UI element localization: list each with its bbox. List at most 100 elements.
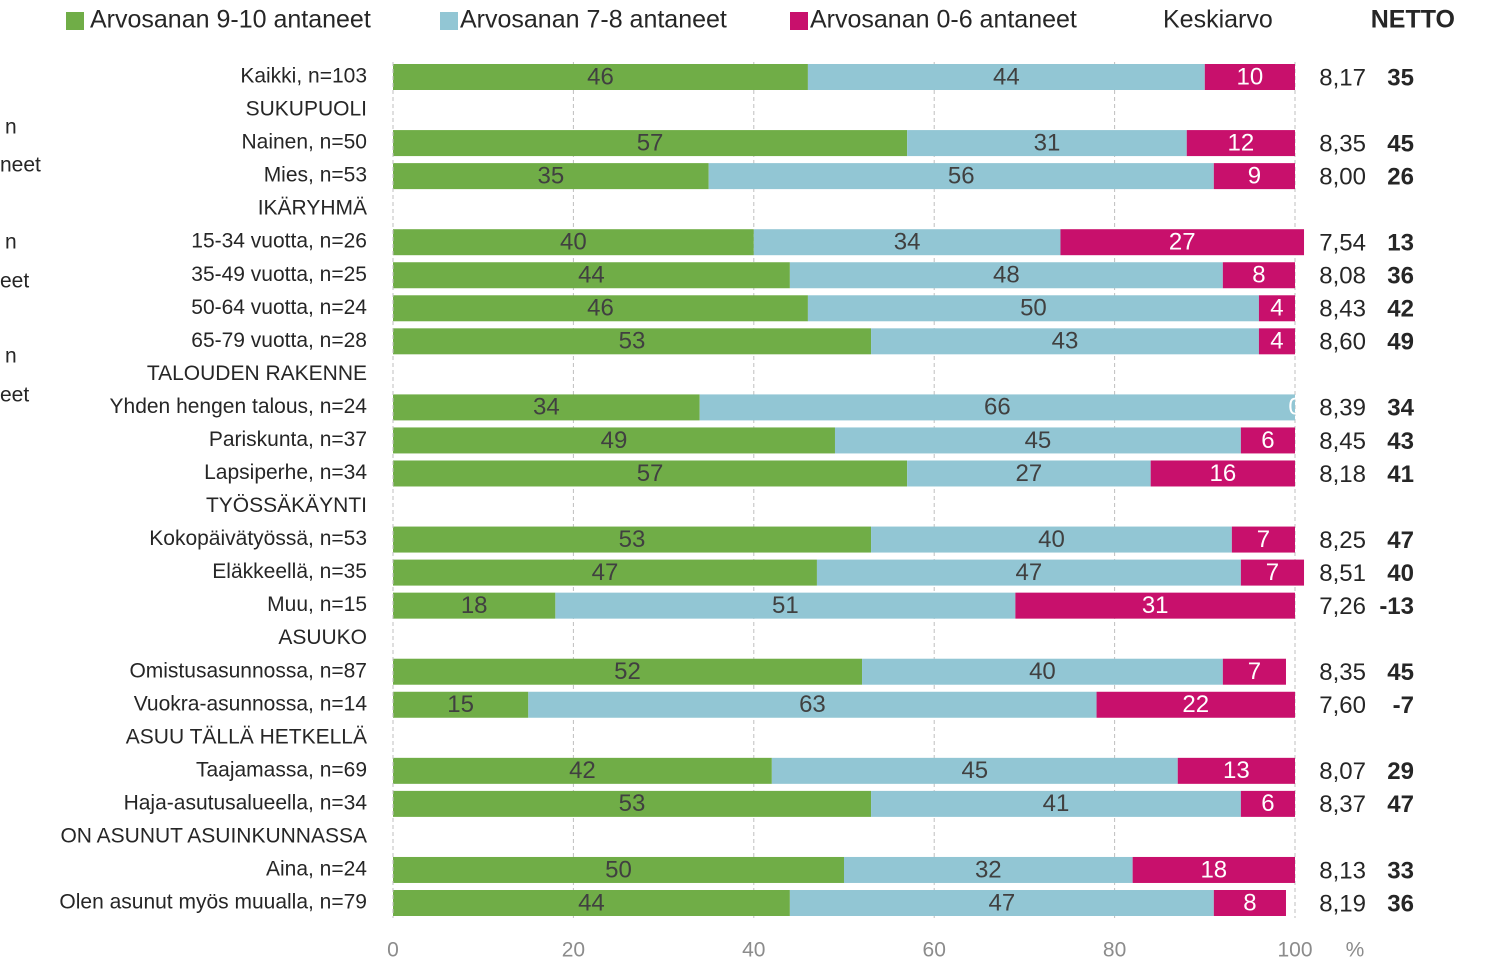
netto-label: 43 (1387, 428, 1414, 455)
data-label: 57 (637, 129, 664, 156)
keskiarvo-label: 8,18 (1319, 461, 1366, 488)
bar-segment (1132, 856, 1295, 883)
bar-segment (393, 328, 872, 355)
bar-segment (907, 130, 1187, 157)
bar-segment (1060, 229, 1305, 256)
data-label: 41 (1043, 790, 1070, 817)
x-tick-label: 100 (1277, 939, 1312, 962)
bar-segment (816, 559, 1241, 586)
data-label: 12 (1228, 129, 1255, 156)
y-tick-label: Yhden hengen talous, n=24 (110, 395, 368, 418)
keskiarvo-label: 8,17 (1319, 64, 1366, 91)
netto-label: -13 (1379, 593, 1414, 620)
data-label: 31 (1034, 129, 1061, 156)
data-label: 34 (533, 394, 560, 421)
data-label: 9 (1248, 162, 1261, 189)
y-tick-label: ASUU TÄLLÄ HETKELLÄ (126, 725, 367, 748)
y-tick-label: 15-34 vuotta, n=26 (191, 230, 367, 253)
data-label: 35 (537, 162, 564, 189)
bar-segment (871, 526, 1232, 553)
y-tick-label: IKÄRYHMÄ (258, 197, 367, 220)
netto-label: 29 (1387, 758, 1414, 785)
data-label: 16 (1209, 460, 1236, 487)
legend-swatch (790, 12, 808, 30)
bar-segment (393, 691, 529, 718)
bar-segment (1204, 64, 1295, 90)
keskiarvo-label: 8,37 (1319, 791, 1366, 818)
data-label: 56 (948, 162, 975, 189)
y-tick-label: Muu, n=15 (267, 593, 367, 616)
y-tick-label: Nainen, n=50 (241, 131, 367, 154)
bar-segment (393, 295, 808, 322)
data-label: 43 (1052, 328, 1079, 355)
y-tick-label: SUKUPUOLI (246, 98, 367, 121)
data-label: 47 (592, 559, 619, 586)
bar-segment (393, 790, 872, 817)
data-label: 45 (1025, 427, 1052, 454)
y-tick-label: ASUUKO (278, 626, 367, 649)
y-tick-label: Aina, n=24 (266, 858, 367, 881)
keskiarvo-label: 8,07 (1319, 758, 1366, 785)
bar-segment (393, 229, 754, 256)
bar-segment (708, 163, 1214, 190)
data-label: 44 (993, 63, 1020, 90)
data-label: 8 (1252, 262, 1265, 289)
bar-segment (393, 856, 844, 883)
data-label: 45 (961, 757, 988, 784)
data-label: 40 (1029, 658, 1056, 685)
bar-segment (807, 64, 1205, 90)
data-label: 31 (1142, 592, 1169, 619)
bar-segment (393, 890, 790, 916)
bar-segment (393, 460, 908, 487)
y-tick-label: 35-49 vuotta, n=25 (191, 263, 367, 286)
legend-swatch (66, 12, 84, 30)
bar-segment (393, 427, 835, 454)
data-label: 4 (1270, 328, 1283, 355)
y-tick-label: TYÖSSÄKÄYNTI (206, 494, 367, 517)
bar-segment (555, 592, 1016, 619)
data-label: 32 (975, 856, 1002, 883)
data-label: 47 (1016, 559, 1043, 586)
keskiarvo-label: 8,60 (1319, 329, 1366, 356)
netto-label: 47 (1387, 527, 1414, 554)
y-tick-label: Kokopäivätyössä, n=53 (149, 527, 367, 550)
clipped-text: n (5, 116, 17, 139)
bar-segment (1222, 262, 1295, 289)
legend-swatch (440, 12, 458, 30)
netto-label: 35 (1387, 64, 1414, 91)
legend-label: Arvosanan 7-8 antaneet (460, 6, 727, 34)
bar-segment (1240, 427, 1295, 454)
data-label: 27 (1169, 229, 1196, 256)
keskiarvo-label: 8,45 (1319, 428, 1366, 455)
data-label: 7 (1266, 559, 1279, 586)
data-label: 22 (1182, 691, 1209, 718)
bar-segment (1213, 163, 1295, 190)
keskiarvo-label: 8,19 (1319, 890, 1366, 917)
clipped-text: neet (0, 154, 41, 177)
y-tick-label: Olen asunut myös muualla, n=79 (59, 891, 367, 914)
data-label: 40 (1038, 526, 1065, 553)
bar-segment (1240, 790, 1295, 817)
bar-segment (1186, 130, 1295, 157)
bar-segment (393, 658, 863, 685)
netto-label: 47 (1387, 791, 1414, 818)
bar-segment (789, 262, 1223, 289)
bar-segment (393, 163, 709, 190)
data-label: 57 (637, 460, 664, 487)
data-label: 10 (1237, 63, 1264, 90)
legend-label: NETTO (1371, 6, 1455, 34)
data-label: 63 (799, 691, 826, 718)
data-label: 6 (1261, 427, 1274, 454)
bar-segment (393, 130, 908, 157)
keskiarvo-label: 8,35 (1319, 659, 1366, 686)
bar-segment (844, 856, 1133, 883)
data-label: 18 (461, 592, 488, 619)
data-label: 42 (569, 757, 596, 784)
data-label: 13 (1223, 757, 1250, 784)
y-tick-label: Mies, n=53 (264, 164, 367, 187)
bar-segment (1096, 691, 1295, 718)
bar-segment (771, 757, 1178, 784)
data-label: 53 (619, 526, 646, 553)
keskiarvo-label: 8,13 (1319, 857, 1366, 884)
data-label: 40 (560, 229, 587, 256)
